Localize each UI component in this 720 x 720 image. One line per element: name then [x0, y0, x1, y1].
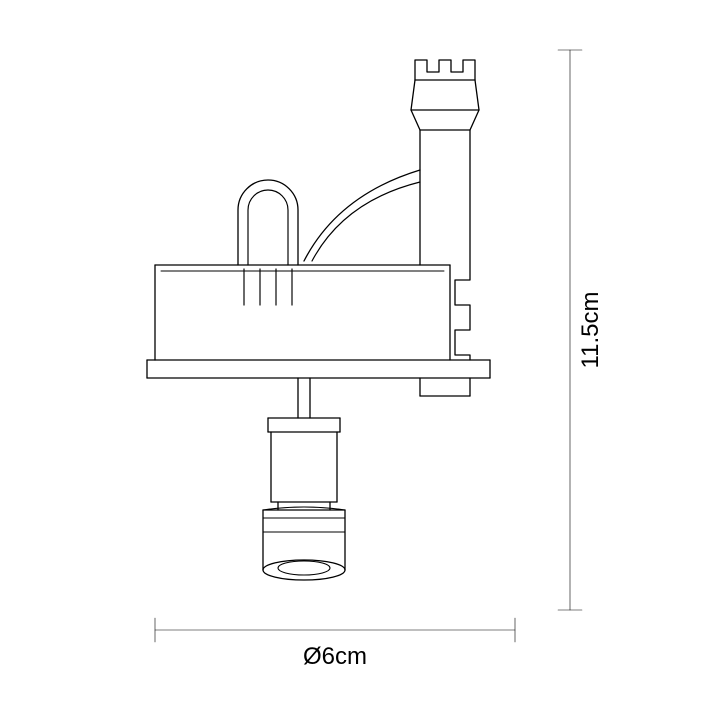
fitting-outline [147, 60, 490, 580]
technical-drawing-svg: Ø6cm 11.5cm [0, 0, 720, 720]
diagram-canvas: Ø6cm 11.5cm [0, 0, 720, 720]
height-dimension-label: 11.5cm [577, 292, 604, 369]
width-dimension-label: Ø6cm [303, 643, 367, 670]
dimension-lines [155, 50, 582, 642]
